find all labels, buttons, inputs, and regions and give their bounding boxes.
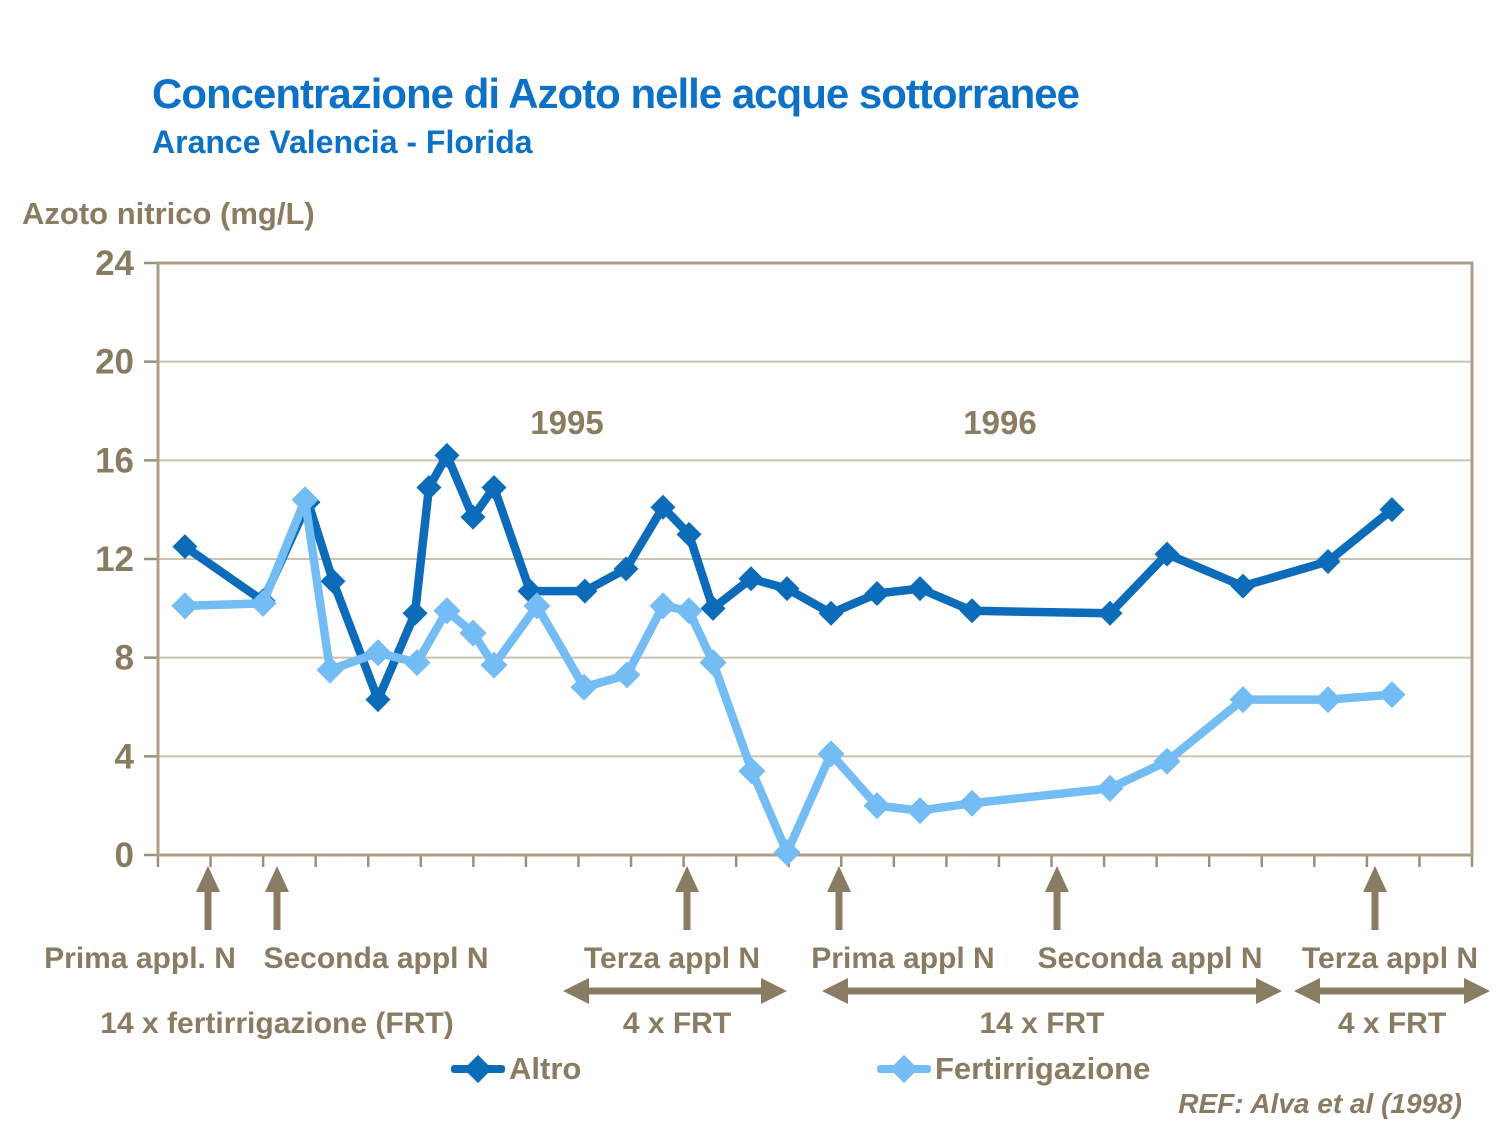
fertirrigazione-data-point-marker bbox=[459, 619, 487, 647]
altro-legend-diamond-icon bbox=[463, 1054, 493, 1084]
span-arrow-left-head-icon bbox=[563, 978, 589, 1004]
fertirrigazione-data-point-marker bbox=[1378, 681, 1406, 709]
altro-data-point-marker bbox=[172, 534, 198, 560]
fertirrigazione-data-point-marker bbox=[1229, 686, 1257, 714]
fertirrigazione-data-point-marker bbox=[675, 597, 703, 625]
frt-label: 14 x fertirrigazione (FRT) bbox=[100, 1007, 453, 1040]
altro-data-point-marker bbox=[402, 600, 428, 626]
application-label: Seconda appl N bbox=[1037, 942, 1262, 975]
altro-data-point-marker bbox=[818, 600, 844, 626]
fertirrigazione-data-point-marker bbox=[249, 589, 277, 617]
altro-data-point-marker bbox=[864, 581, 890, 607]
fertirrigazione-data-point-marker bbox=[171, 592, 199, 620]
up-arrow-head-icon bbox=[265, 866, 289, 892]
altro-series-marker-icon bbox=[451, 1050, 505, 1088]
legend-label-fertirrigazione: Fertirrigazione bbox=[935, 1051, 1151, 1086]
frt-label: 4 x FRT bbox=[623, 1007, 731, 1040]
application-label: Seconda appl N bbox=[263, 942, 488, 975]
altro-data-point-marker bbox=[320, 568, 346, 594]
legend-item-fertirrigazione: Fertirrigazione bbox=[877, 1050, 1150, 1088]
span-arrow-left-head-icon bbox=[822, 978, 848, 1004]
altro-series-line bbox=[180, 451, 1397, 704]
altro-data-point-marker bbox=[572, 578, 598, 604]
altro-data-point-marker bbox=[460, 504, 486, 530]
fertirrigazione-data-point-marker bbox=[480, 651, 508, 679]
fertirrigazione-data-point-marker bbox=[958, 789, 986, 817]
up-arrow-head-icon bbox=[675, 866, 699, 892]
year-label: 1996 bbox=[963, 404, 1036, 441]
fertirrigazione-data-point-marker bbox=[863, 792, 891, 820]
y-tick-label: 4 bbox=[115, 737, 135, 776]
fertirrigazione-series-marker-icon bbox=[877, 1050, 931, 1088]
fertirrigazione-data-point-marker bbox=[906, 797, 934, 825]
altro-data-point-marker bbox=[650, 494, 676, 520]
y-tick-label: 16 bbox=[95, 441, 134, 480]
y-tick-label: 12 bbox=[95, 540, 134, 579]
fertirrigazione-data-point-marker bbox=[364, 639, 392, 667]
fertirrigazione-data-point-marker bbox=[433, 597, 461, 625]
page-title: Concentrazione di Azoto nelle acque sott… bbox=[152, 70, 1080, 117]
fertirrigazione-data-point-marker bbox=[1314, 686, 1342, 714]
frt-label: 4 x FRT bbox=[1338, 1007, 1446, 1040]
span-arrow-right-head-icon bbox=[761, 978, 787, 1004]
application-label: Terza appl N bbox=[1302, 942, 1478, 975]
up-arrow-head-icon bbox=[1045, 866, 1069, 892]
y-tick-label: 24 bbox=[95, 244, 134, 283]
fertirrigazione-legend-diamond-icon bbox=[889, 1054, 919, 1084]
page-subtitle: Arance Valencia - Florida bbox=[152, 124, 533, 160]
altro-data-point-marker bbox=[365, 687, 391, 713]
altro-data-point-marker bbox=[434, 442, 460, 468]
fertirrigazione-data-point-marker bbox=[523, 592, 551, 620]
span-arrow-left-head-icon bbox=[1294, 978, 1320, 1004]
fertirrigazione-data-point-marker bbox=[1153, 747, 1181, 775]
fertirrigazione-data-point-marker bbox=[817, 740, 845, 768]
altro-data-point-marker bbox=[1315, 548, 1341, 574]
fertirrigazione-data-point-marker bbox=[699, 649, 727, 677]
reference-note: REF: Alva et al (1998) bbox=[1178, 1088, 1462, 1119]
frt-label: 14 x FRT bbox=[979, 1007, 1104, 1040]
application-label: Prima appl N bbox=[811, 942, 994, 975]
span-arrow-right-head-icon bbox=[1464, 978, 1490, 1004]
fertirrigazione-data-point-marker bbox=[738, 757, 766, 785]
altro-data-point-marker bbox=[700, 595, 726, 621]
altro-data-point-marker bbox=[1379, 497, 1405, 523]
y-tick-label: 20 bbox=[95, 343, 134, 382]
altro-data-point-marker bbox=[774, 576, 800, 602]
y-axis-title: Azoto nitrico (mg/L) bbox=[22, 196, 315, 231]
fertirrigazione-data-point-marker bbox=[649, 592, 677, 620]
up-arrow-head-icon bbox=[827, 866, 851, 892]
altro-data-point-marker bbox=[1230, 573, 1256, 599]
altro-data-point-marker bbox=[613, 556, 639, 582]
altro-data-point-marker bbox=[481, 474, 507, 500]
fertirrigazione-data-point-marker bbox=[773, 839, 801, 867]
fertirrigazione-data-point-marker bbox=[1096, 774, 1124, 802]
application-label: Prima appl. N bbox=[44, 942, 236, 975]
altro-data-point-marker bbox=[738, 566, 764, 592]
fertirrigazione-data-point-marker bbox=[570, 673, 598, 701]
altro-data-point-marker bbox=[416, 474, 442, 500]
application-label: Terza appl N bbox=[584, 942, 760, 975]
year-label: 1995 bbox=[530, 404, 603, 441]
fertirrigazione-data-point-marker bbox=[291, 486, 319, 514]
altro-data-point-marker bbox=[676, 521, 702, 547]
y-tick-label: 8 bbox=[115, 639, 134, 678]
fertirrigazione-data-point-marker bbox=[403, 649, 431, 677]
altro-data-point-marker bbox=[1154, 541, 1180, 567]
up-arrow-head-icon bbox=[196, 866, 220, 892]
span-arrow-right-head-icon bbox=[1256, 978, 1282, 1004]
legend-item-altro: Altro bbox=[451, 1050, 581, 1088]
y-tick-label: 0 bbox=[115, 836, 134, 875]
legend-label-altro: Altro bbox=[509, 1051, 582, 1086]
fertirrigazione-data-point-marker bbox=[613, 661, 641, 689]
fertirrigazione-data-point-marker bbox=[316, 656, 344, 684]
plot-frame bbox=[156, 261, 1474, 857]
altro-data-point-marker bbox=[959, 598, 985, 624]
up-arrow-head-icon bbox=[1363, 866, 1387, 892]
altro-data-point-marker bbox=[1097, 600, 1123, 626]
altro-data-point-marker bbox=[907, 576, 933, 602]
